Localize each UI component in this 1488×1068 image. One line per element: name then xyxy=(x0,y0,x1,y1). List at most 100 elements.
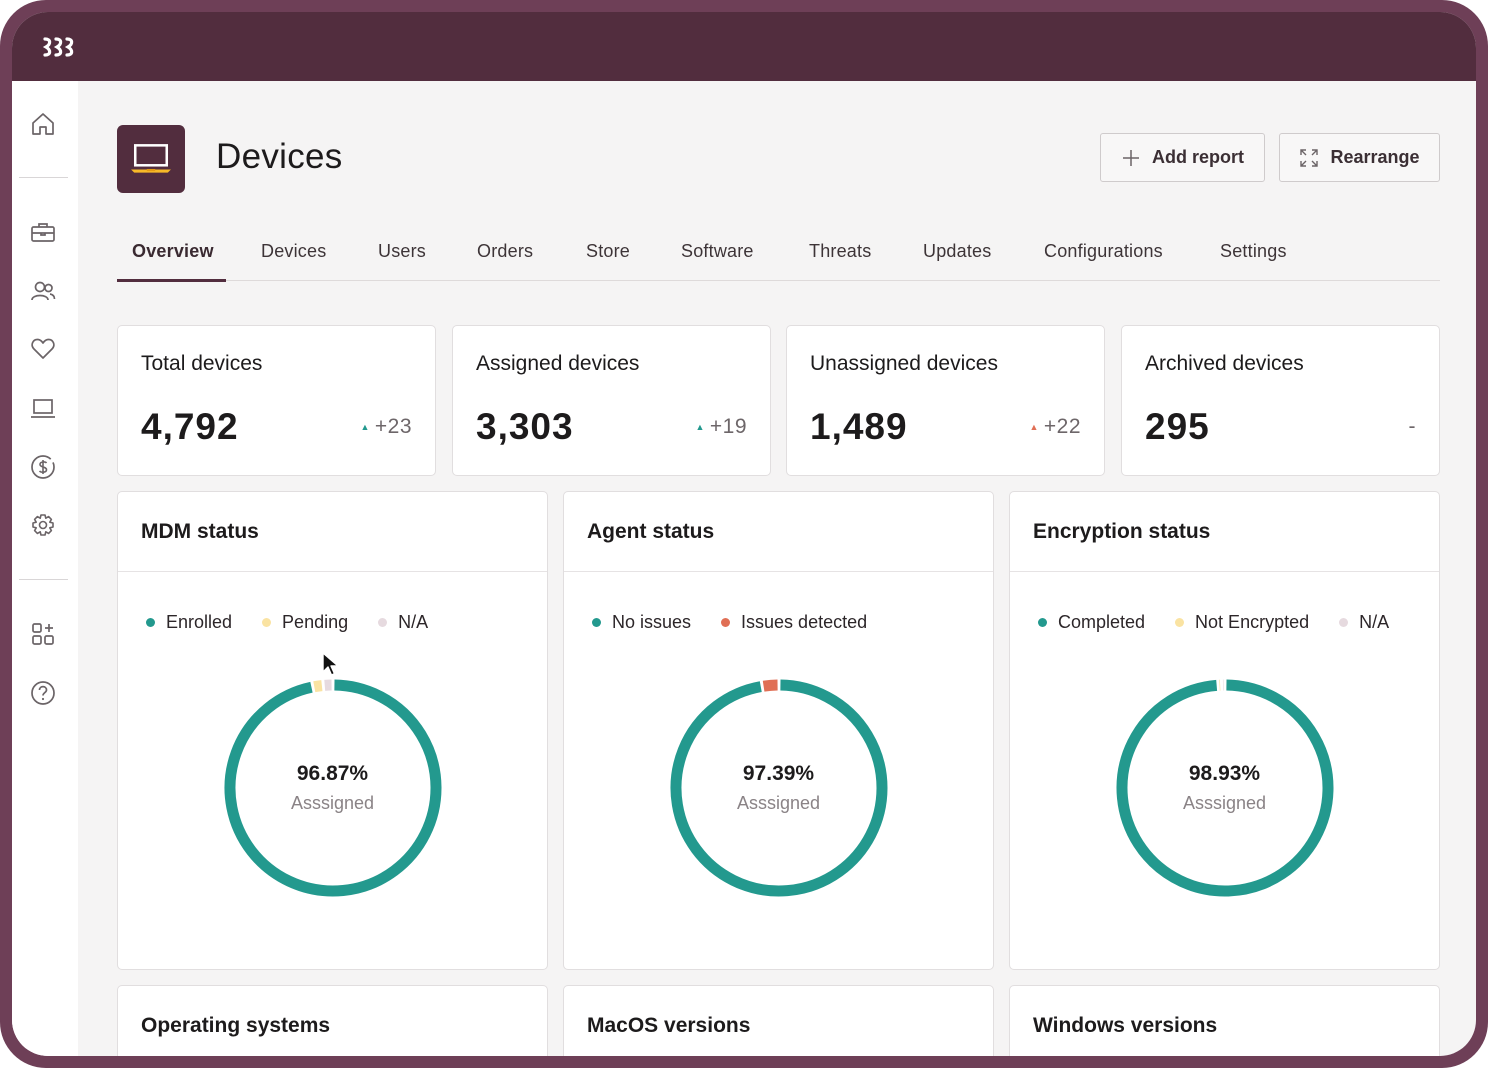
legend-item-not-encrypted[interactable]: Not Encrypted xyxy=(1175,612,1309,633)
stat-label: Total devices xyxy=(141,352,263,375)
up-arrow-icon: ▲ xyxy=(695,422,705,432)
legend-item-completed[interactable]: Completed xyxy=(1038,612,1145,633)
tab-configurations[interactable]: Configurations xyxy=(1044,241,1163,261)
stat-delta: - xyxy=(1409,415,1417,439)
card-title: Operating systems xyxy=(141,1014,331,1037)
dollar-circle-icon[interactable] xyxy=(28,452,58,482)
legend-label: Issues detected xyxy=(741,612,868,632)
tab-settings[interactable]: Settings xyxy=(1220,241,1287,261)
windows-versions-card[interactable]: Windows versions xyxy=(1009,985,1440,1056)
sidebar xyxy=(12,81,78,1056)
stat-label: Archived devices xyxy=(1145,352,1304,375)
legend-item-na[interactable]: N/A xyxy=(378,612,428,633)
mouse-cursor-icon xyxy=(322,652,339,676)
stat-value: 1,489 xyxy=(810,406,908,447)
tab-threats[interactable]: Threats xyxy=(809,241,872,261)
legend-dot xyxy=(262,618,272,627)
top-bar xyxy=(12,12,1476,81)
stat-card-unassigned[interactable]: Unassigned devices 1,489 ▲ +22 xyxy=(786,325,1105,476)
active-tab-indicator xyxy=(117,279,226,282)
toolbox-icon[interactable] xyxy=(28,217,58,247)
donut-segment-issues-detected[interactable] xyxy=(762,679,778,692)
add-report-label: Add report xyxy=(1152,147,1244,167)
chart-legend: Completed Not Encrypted N/A xyxy=(1038,612,1389,633)
legend-item-pending[interactable]: Pending xyxy=(262,612,348,633)
tab-overview[interactable]: Overview xyxy=(132,241,214,261)
tab-updates[interactable]: Updates xyxy=(923,241,992,261)
legend-item-na[interactable]: N/A xyxy=(1339,612,1389,633)
tab-store[interactable]: Store xyxy=(586,241,631,261)
legend-dot xyxy=(378,618,388,627)
stat-value: 295 xyxy=(1145,406,1210,447)
tab-software[interactable]: Software xyxy=(681,241,754,261)
legend-label: Completed xyxy=(1058,612,1146,632)
tab-orders[interactable]: Orders xyxy=(477,241,534,261)
agent-status-card[interactable]: Agent status No issues Issues detected 9… xyxy=(563,491,994,970)
legend-dot xyxy=(146,618,155,627)
sidebar-divider xyxy=(19,579,68,580)
card-title: Agent status xyxy=(587,520,715,543)
operating-systems-card[interactable]: Operating systems xyxy=(117,985,548,1056)
tab-devices[interactable]: Devices xyxy=(261,241,327,261)
stat-card-assigned[interactable]: Assigned devices 3,303 ▲ +19 xyxy=(452,325,771,476)
legend-label: Not Encrypted xyxy=(1195,612,1310,632)
legend-item-enrolled[interactable]: Enrolled xyxy=(146,612,232,633)
laptop-icon[interactable] xyxy=(28,393,58,423)
legend-dot xyxy=(592,618,601,627)
tab-bar: Overview Devices Users Orders Store Soft… xyxy=(117,229,1440,282)
plus-icon xyxy=(1123,149,1139,166)
legend-item-issues-detected[interactable]: Issues detected xyxy=(721,612,867,633)
heart-icon[interactable] xyxy=(28,334,58,364)
stat-delta-value: +22 xyxy=(1043,415,1081,438)
app-screen: Devices Add report Rearrange Overview De… xyxy=(12,12,1476,1056)
stat-delta: ▲ +23 xyxy=(360,415,412,439)
donut-percent: 98.93% xyxy=(1188,762,1261,785)
gear-icon[interactable] xyxy=(28,511,58,541)
rearrange-button[interactable]: Rearrange xyxy=(1279,133,1440,182)
users-icon[interactable] xyxy=(28,276,58,306)
card-title: Windows versions xyxy=(1033,1014,1218,1037)
home-icon[interactable] xyxy=(28,109,58,139)
stat-delta-value: +19 xyxy=(709,415,747,438)
mdm-donut-chart[interactable] xyxy=(222,677,444,899)
card-header: Agent status xyxy=(564,492,993,572)
legend-label: No issues xyxy=(612,612,692,632)
stat-card-total[interactable]: Total devices 4,792 ▲ +23 xyxy=(117,325,436,476)
legend-label: Enrolled xyxy=(166,612,233,632)
help-circle-icon[interactable] xyxy=(28,678,58,708)
legend-item-no-issues[interactable]: No issues xyxy=(592,612,691,633)
macos-versions-card[interactable]: MacOS versions xyxy=(563,985,994,1056)
chart-legend: Enrolled Pending N/A xyxy=(146,612,428,633)
chart-legend: No issues Issues detected xyxy=(592,612,867,633)
legend-label: N/A xyxy=(1359,612,1390,632)
donut-segment-pending[interactable] xyxy=(313,680,323,693)
brand-logo-icon[interactable] xyxy=(42,36,76,58)
stat-card-archived[interactable]: Archived devices 295 - xyxy=(1121,325,1440,476)
apps-add-icon[interactable] xyxy=(28,619,58,649)
encryption-donut-chart[interactable] xyxy=(1114,677,1336,899)
agent-donut-chart[interactable] xyxy=(668,677,890,899)
stat-delta: ▲ +22 xyxy=(1029,415,1081,439)
donut-sublabel: Asssigned xyxy=(1182,793,1267,813)
stat-label: Assigned devices xyxy=(476,352,640,375)
stat-label: Unassigned devices xyxy=(810,352,998,375)
legend-dot xyxy=(1038,618,1047,627)
up-arrow-icon: ▲ xyxy=(360,422,370,432)
card-header: MDM status xyxy=(118,492,547,572)
donut-segment-completed[interactable] xyxy=(1116,679,1334,897)
expand-icon xyxy=(1300,148,1319,167)
page-title: Devices xyxy=(216,137,343,176)
donut-segment-no-issues[interactable] xyxy=(670,679,888,897)
add-report-button[interactable]: Add report xyxy=(1100,133,1265,182)
legend-dot xyxy=(1339,618,1349,627)
mdm-status-card[interactable]: MDM status Enrolled Pending N/A 96.87% A… xyxy=(117,491,548,970)
encryption-status-card[interactable]: Encryption status Completed Not Encrypte… xyxy=(1009,491,1440,970)
laptop-icon xyxy=(117,125,185,193)
donut-percent: 96.87% xyxy=(296,762,369,785)
donut-percent: 97.39% xyxy=(742,762,815,785)
donut-sublabel: Asssigned xyxy=(736,793,821,813)
tab-users[interactable]: Users xyxy=(378,241,427,261)
card-title: MDM status xyxy=(141,520,259,543)
donut-segment-enrolled[interactable] xyxy=(224,679,442,897)
